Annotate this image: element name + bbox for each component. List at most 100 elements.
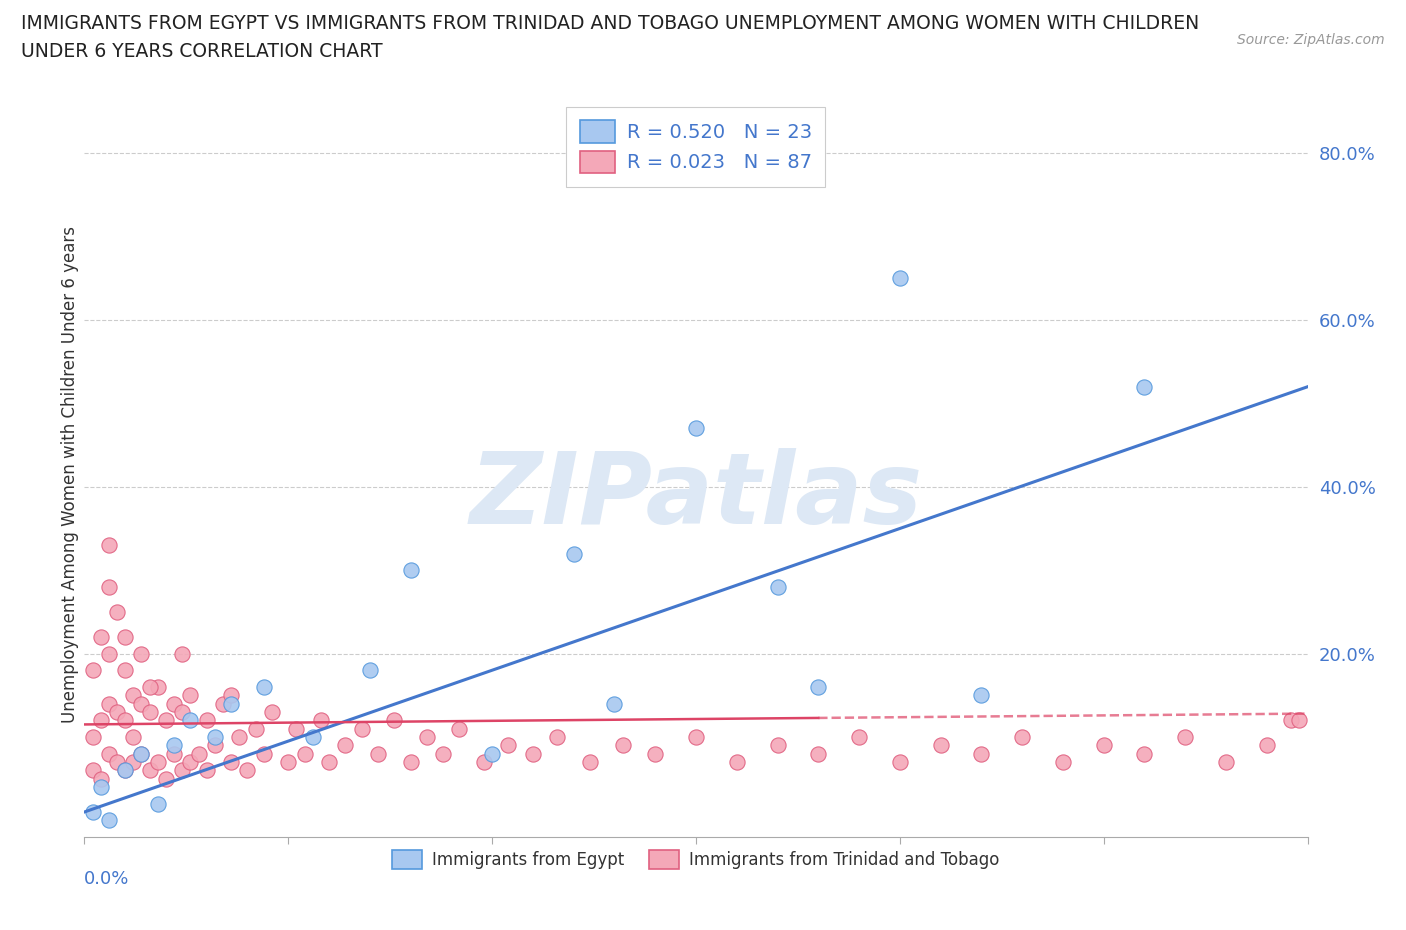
Point [179,688,201,703]
Point [685,729,707,744]
Point [498,737,520,752]
Point [163,746,186,761]
Point [1052,754,1074,769]
Text: Source: ZipAtlas.com: Source: ZipAtlas.com [1237,33,1385,46]
Point [522,746,544,761]
Y-axis label: Unemployment Among Women with Children Under 6 years: Unemployment Among Women with Children U… [62,226,80,723]
Point [172,705,194,720]
Point [399,754,422,769]
Point [603,697,626,711]
Point [382,712,405,727]
Point [579,754,602,769]
Point [416,729,439,744]
Point [97,813,120,828]
Point [105,604,128,619]
Point [245,721,267,736]
Point [1133,379,1156,394]
Point [138,705,160,720]
Point [90,771,112,786]
Point [367,746,389,761]
Point [195,763,218,777]
Point [253,680,276,695]
Point [90,779,112,794]
Point [97,579,120,594]
Point [163,697,186,711]
Point [146,680,169,695]
Point [766,579,789,594]
Point [131,697,153,711]
Point [1174,729,1197,744]
Point [114,630,136,644]
Point [172,763,194,777]
Point [219,697,242,711]
Point [82,663,104,678]
Point [138,763,160,777]
Point [138,680,160,695]
Point [155,712,177,727]
Point [644,746,666,761]
Point [97,697,120,711]
Point [172,646,194,661]
Point [179,712,201,727]
Point [122,754,145,769]
Point [1256,737,1278,752]
Point [131,646,153,661]
Point [807,680,830,695]
Point [212,697,235,711]
Point [219,754,242,769]
Point [889,271,911,286]
Point [163,737,186,752]
Point [285,721,308,736]
Point [318,754,340,769]
Point [114,763,136,777]
Point [179,754,201,769]
Point [309,712,332,727]
Point [685,421,707,436]
Point [90,630,112,644]
Point [204,737,226,752]
Point [82,763,104,777]
Point [335,737,357,752]
Point [97,646,120,661]
Point [204,729,226,744]
Point [131,746,153,761]
Text: 0.0%: 0.0% [84,870,129,887]
Point [1133,746,1156,761]
Point [105,754,128,769]
Point [105,705,128,720]
Point [122,688,145,703]
Point [277,754,299,769]
Point [1279,712,1302,727]
Point [1288,712,1310,727]
Point [97,538,120,552]
Point [807,746,830,761]
Point [1092,737,1115,752]
Point [90,712,112,727]
Point [399,563,422,578]
Point [449,721,471,736]
Text: IMMIGRANTS FROM EGYPT VS IMMIGRANTS FROM TRINIDAD AND TOBAGO UNEMPLOYMENT AMONG : IMMIGRANTS FROM EGYPT VS IMMIGRANTS FROM… [21,14,1199,33]
Point [114,663,136,678]
Point [970,746,993,761]
Point [97,746,120,761]
Point [294,746,316,761]
Point [146,754,169,769]
Point [219,688,242,703]
Legend: Immigrants from Egypt, Immigrants from Trinidad and Tobago: Immigrants from Egypt, Immigrants from T… [385,844,1007,876]
Point [612,737,634,752]
Point [155,771,177,786]
Point [82,729,104,744]
Point [260,705,283,720]
Point [481,746,503,761]
Point [82,804,104,819]
Point [301,729,323,744]
Point [146,796,169,811]
Point [359,663,381,678]
Point [432,746,454,761]
Point [848,729,870,744]
Point [1215,754,1237,769]
Point [562,546,585,561]
Point [114,763,136,777]
Point [195,712,218,727]
Point [350,721,373,736]
